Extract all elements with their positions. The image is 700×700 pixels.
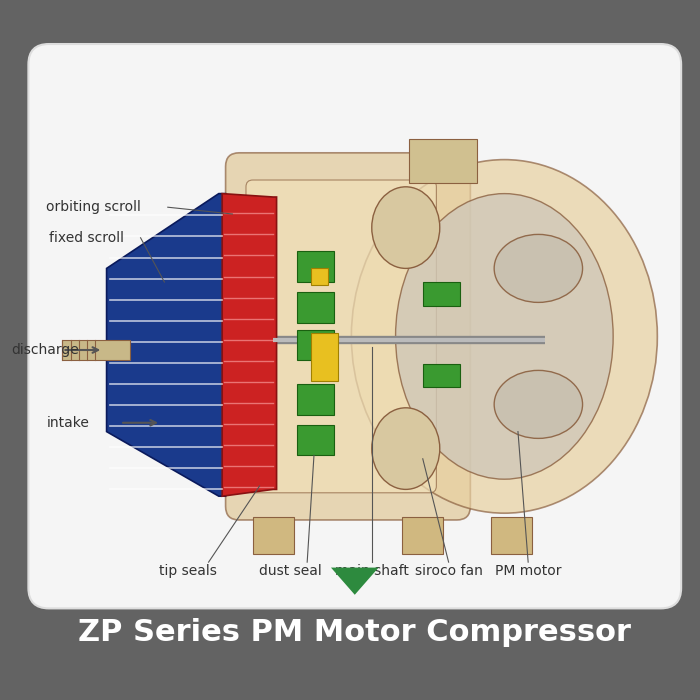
Ellipse shape	[351, 160, 657, 513]
Bar	[311, 333, 338, 381]
Bar	[62, 340, 130, 360]
Text: tip seals: tip seals	[159, 564, 217, 578]
Ellipse shape	[372, 187, 440, 268]
Bar	[491, 517, 531, 554]
Text: orbiting scroll: orbiting scroll	[46, 200, 141, 214]
Text: discharge: discharge	[12, 343, 79, 357]
Polygon shape	[331, 568, 379, 595]
Bar	[253, 517, 293, 554]
FancyBboxPatch shape	[225, 153, 470, 520]
Bar	[402, 517, 443, 554]
Bar	[423, 282, 460, 306]
Text: ZP Series PM Motor Compressor: ZP Series PM Motor Compressor	[78, 617, 631, 647]
Bar	[297, 292, 335, 323]
FancyBboxPatch shape	[29, 44, 681, 608]
FancyBboxPatch shape	[246, 180, 436, 493]
Text: dust seal: dust seal	[259, 564, 321, 578]
Bar	[297, 251, 335, 282]
Text: PM motor: PM motor	[495, 564, 561, 578]
Bar	[297, 330, 335, 360]
Polygon shape	[106, 194, 225, 496]
Text: fixed scroll: fixed scroll	[48, 231, 124, 245]
Bar	[297, 425, 335, 456]
Bar	[297, 384, 335, 414]
Bar	[311, 268, 328, 286]
Ellipse shape	[494, 234, 582, 302]
Text: intake: intake	[47, 416, 90, 430]
Ellipse shape	[494, 370, 582, 438]
Text: main shaft: main shaft	[335, 564, 409, 578]
Ellipse shape	[395, 194, 613, 480]
Ellipse shape	[372, 408, 440, 489]
Bar	[410, 139, 477, 183]
Polygon shape	[222, 194, 276, 496]
Bar	[423, 363, 460, 387]
Text: siroco fan: siroco fan	[414, 564, 482, 578]
